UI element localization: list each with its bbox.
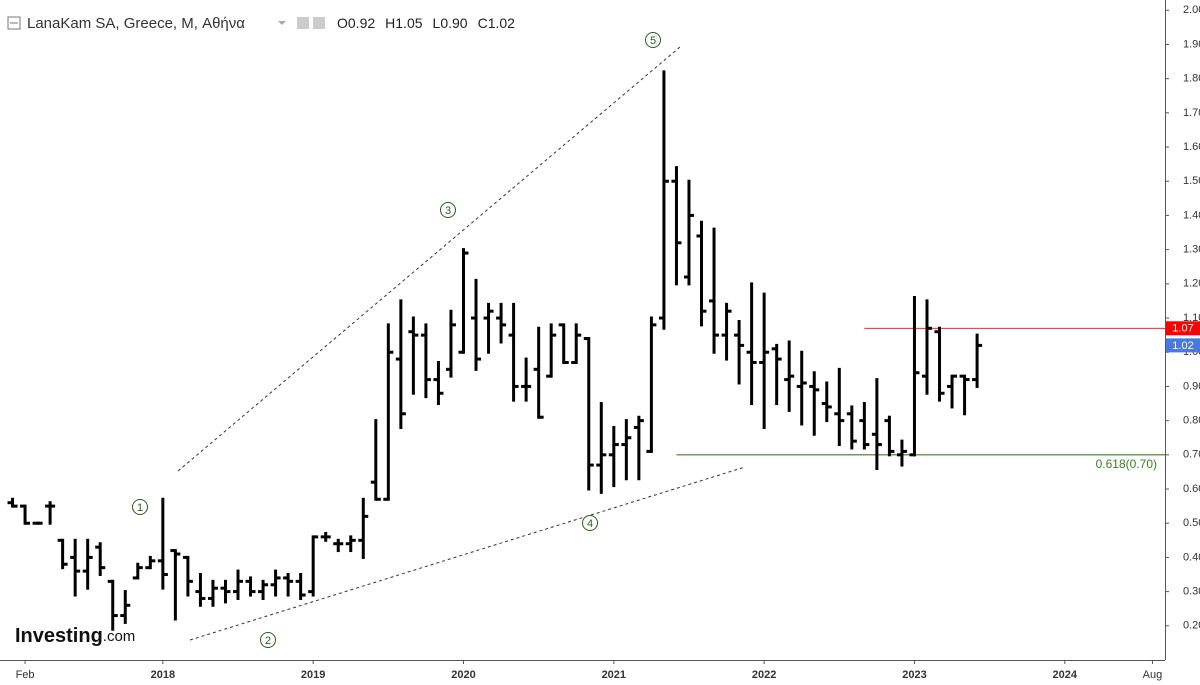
- wave-label: 5: [650, 35, 656, 47]
- x-tick-label: Aug: [1143, 669, 1163, 681]
- ohlc-key: O: [337, 15, 348, 31]
- brand-suffix: .com: [103, 628, 136, 645]
- y-tick-label: 1.60: [1183, 141, 1200, 153]
- icon: [7, 16, 21, 30]
- icon: [297, 17, 309, 29]
- y-tick-label: 1.20: [1183, 278, 1200, 290]
- ohlc-key: H: [385, 15, 395, 31]
- trend-line: [177, 46, 681, 472]
- ohlc-key: L: [433, 15, 441, 31]
- x-tick-label: 2022: [752, 669, 776, 681]
- brand-name: Investing: [15, 625, 103, 647]
- y-tick-label: 1.30: [1183, 244, 1200, 256]
- y-tick-label: 0.90: [1183, 380, 1200, 392]
- y-tick-label: 1.50: [1183, 175, 1200, 187]
- price-box: [1166, 338, 1200, 353]
- wave-circle: [260, 632, 276, 648]
- y-tick-label: 0.40: [1183, 551, 1200, 563]
- x-tick-label: 2021: [602, 669, 626, 681]
- x-tick-label: 2020: [451, 669, 475, 681]
- wave-label: 4: [587, 518, 593, 530]
- ohlc-field: H1.05: [385, 15, 423, 31]
- y-tick-label: 0.50: [1183, 517, 1200, 529]
- fib-label: 0.618(0.70): [1096, 457, 1157, 471]
- wave-circle: [645, 32, 661, 48]
- price-box: [1166, 321, 1200, 336]
- y-tick-label: 1.80: [1183, 73, 1200, 85]
- x-tick-label: Feb: [16, 669, 35, 681]
- ohlc-value: 1.02: [488, 15, 515, 31]
- y-tick-label: 1.90: [1183, 38, 1200, 50]
- wave-circle: [582, 515, 598, 531]
- ohlc-key: C: [478, 15, 488, 31]
- watermark: Investing.com: [15, 625, 135, 647]
- ohlc-value: 0.92: [348, 15, 375, 31]
- header: LanaKam SA, Greece, M, Αθήνα O0.92 H1.05 L…: [7, 15, 516, 32]
- wave-label: 3: [445, 205, 451, 217]
- ohlc-value: 1.05: [395, 15, 422, 31]
- ohlc-value: 0.90: [440, 15, 467, 31]
- wave-circle: [440, 202, 456, 218]
- ohlc-field: O0.92: [337, 15, 375, 31]
- icon: [278, 21, 286, 25]
- ohlc-field: C1.02: [478, 15, 516, 31]
- price-box-label: 1.07: [1172, 323, 1193, 335]
- y-tick-label: 0.80: [1183, 415, 1200, 427]
- trend-line: [189, 466, 746, 641]
- x-tick-label: 2023: [902, 669, 926, 681]
- brand: Investing.com: [15, 625, 135, 647]
- wave-circle: [132, 499, 148, 515]
- x-tick-label: 2018: [151, 669, 175, 681]
- wave-label: 2: [265, 635, 271, 647]
- y-tick-label: 0.60: [1183, 483, 1200, 495]
- x-tick-label: 2024: [1053, 669, 1078, 681]
- y-tick-label: 2.00: [1183, 4, 1200, 16]
- y-tick-label: 1.70: [1183, 107, 1200, 119]
- y-tick-label: 0.70: [1183, 449, 1200, 461]
- y-tick-label: 0.30: [1183, 586, 1200, 598]
- price-box-label: 1.02: [1172, 340, 1193, 352]
- icon: [313, 17, 325, 29]
- y-tick-label: 1.40: [1183, 209, 1200, 221]
- y-tick-label: 1.10: [1183, 312, 1200, 324]
- y-tick-label: 0.20: [1183, 620, 1200, 632]
- ohlc-field: L0.90: [433, 15, 468, 31]
- wave-label: 1: [137, 502, 143, 514]
- x-tick-label: 2019: [301, 669, 325, 681]
- symbol-title: LanaKam SA, Greece, M, Αθήνα: [27, 15, 245, 32]
